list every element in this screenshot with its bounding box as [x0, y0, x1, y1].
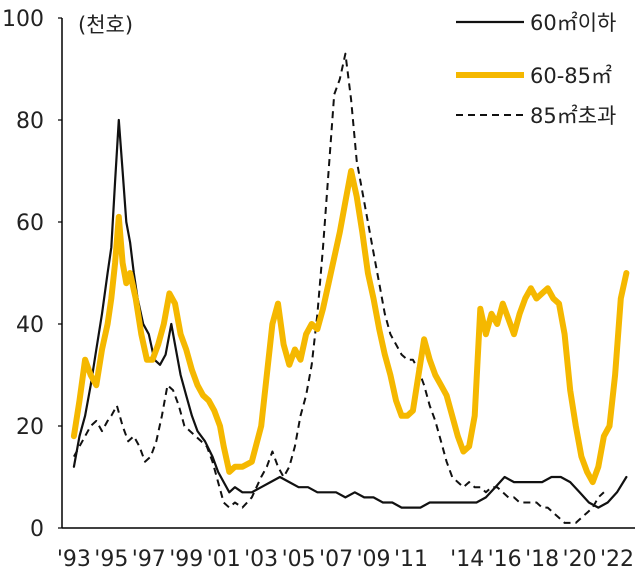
x-tick-label: '22 [600, 547, 634, 572]
x-tick-label: '05 [282, 547, 316, 572]
x-tick-label: '09 [357, 547, 391, 572]
x-tick-label: '03 [244, 547, 278, 572]
x-tick-label: '18 [525, 547, 559, 572]
legend: 60㎡이하 60-85㎡ 85㎡초과 [456, 11, 616, 128]
x-ticks: '93'95'97'99'01'03'05'07'09'11'14'16'18 '… [57, 547, 634, 572]
unit-label: (천호) [78, 13, 133, 37]
x-tick-label: '97 [132, 547, 166, 572]
x-tick-label: '14 [450, 547, 484, 572]
legend-label-1: 60㎡이하 [530, 11, 616, 35]
series-line-3 [73, 52, 605, 524]
y-tick-label: 100 [2, 7, 44, 32]
y-tick-label: 20 [16, 415, 44, 440]
x-tick-label: '16 [488, 547, 522, 572]
x-tick-label: '07 [319, 547, 353, 572]
x-tick-label: '11 [394, 547, 428, 572]
x-tick-label: '95 [94, 547, 128, 572]
x-tick-label: '99 [169, 547, 203, 572]
axes [61, 18, 635, 529]
x-tick-label: '20 [563, 547, 597, 572]
y-tick-label: 0 [30, 517, 44, 542]
series-layer [70, 52, 630, 524]
y-tick-label: 80 [16, 109, 44, 134]
series-line-2 [70, 168, 630, 486]
series-line-1 [72, 118, 628, 509]
y-tick-label: 40 [16, 313, 44, 338]
y-tick-label: 60 [16, 211, 44, 236]
legend-label-3: 85㎡초과 [530, 104, 616, 128]
x-tick-label: '93 [57, 547, 91, 572]
x-tick-label: '01 [207, 547, 241, 572]
y-ticks: 0 20 40 60 80 100 [2, 7, 62, 542]
legend-label-2: 60-85㎡ [530, 64, 612, 88]
